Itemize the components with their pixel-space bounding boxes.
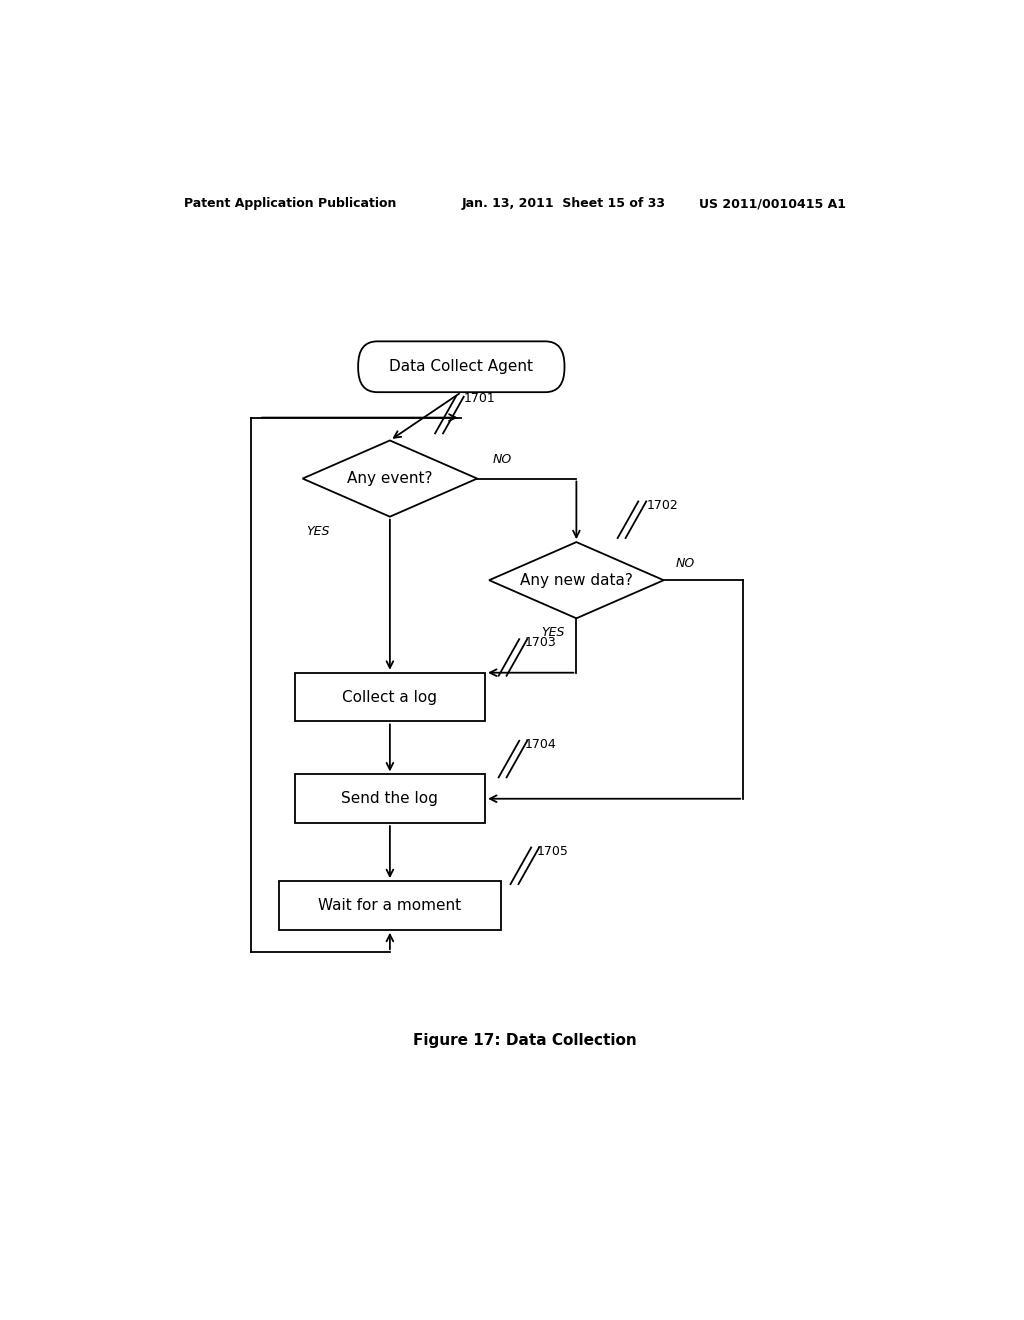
Text: Figure 17: Data Collection: Figure 17: Data Collection [413,1032,637,1048]
Text: Send the log: Send the log [341,791,438,807]
Text: 1702: 1702 [646,499,678,512]
Bar [279,880,501,929]
Text: NO: NO [494,453,512,466]
Text: Patent Application Publication: Patent Application Publication [183,197,396,210]
Text: Jan. 13, 2011  Sheet 15 of 33: Jan. 13, 2011 Sheet 15 of 33 [461,197,666,210]
Text: YES: YES [541,627,564,639]
Text: 1705: 1705 [537,845,568,858]
Text: Data Collect Agent: Data Collect Agent [389,359,534,375]
Text: 1703: 1703 [524,636,557,649]
Text: 1704: 1704 [524,738,557,751]
Text: NO: NO [676,557,695,570]
Text: Any event?: Any event? [347,471,432,486]
Text: Any new data?: Any new data? [520,573,633,587]
Bar [295,775,485,824]
Text: Collect a log: Collect a log [342,689,437,705]
FancyBboxPatch shape [358,342,564,392]
Text: Wait for a moment: Wait for a moment [318,898,462,913]
Text: US 2011/0010415 A1: US 2011/0010415 A1 [699,197,847,210]
Bar [295,673,485,722]
Polygon shape [303,441,477,516]
Polygon shape [489,543,664,618]
Text: 1701: 1701 [464,392,496,405]
Text: YES: YES [306,525,330,537]
